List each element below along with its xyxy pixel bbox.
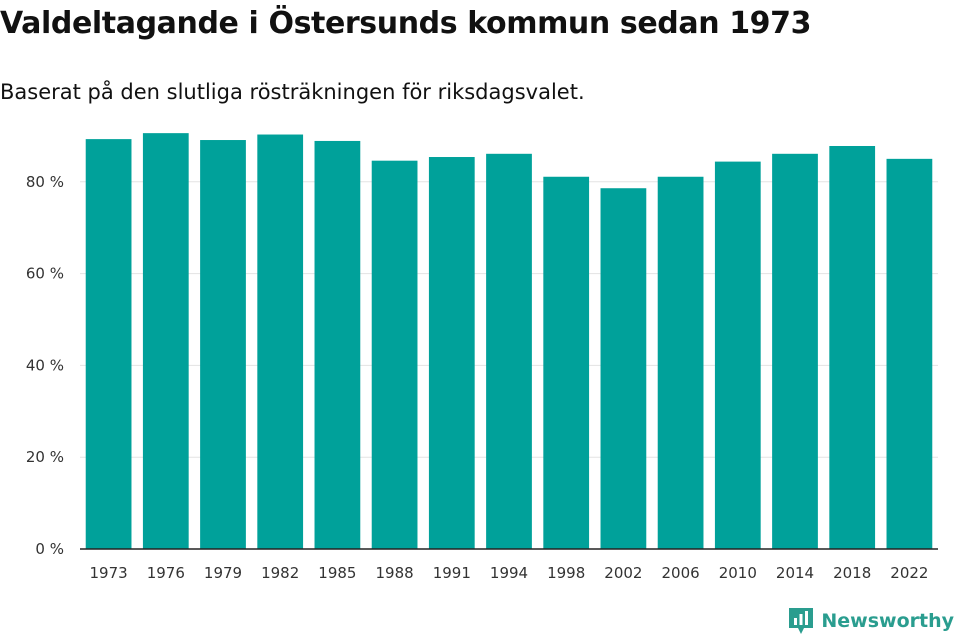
bar — [600, 188, 647, 549]
bar — [829, 145, 876, 550]
bar — [257, 134, 304, 549]
x-tick-label: 2010 — [719, 564, 757, 582]
x-tick-label: 1988 — [376, 564, 414, 582]
bar — [371, 160, 418, 549]
x-tick-label: 2002 — [604, 564, 642, 582]
bar — [85, 139, 132, 549]
y-tick-label: 40 % — [26, 356, 64, 374]
x-tick-label: 1991 — [433, 564, 471, 582]
bar — [657, 176, 704, 549]
y-tick-label: 20 % — [26, 448, 64, 466]
x-tick-label: 1976 — [147, 564, 185, 582]
y-tick-label: 80 % — [26, 173, 64, 191]
x-tick-label: 1973 — [90, 564, 128, 582]
x-tick-label: 1998 — [547, 564, 585, 582]
y-tick-label: 0 % — [35, 540, 64, 558]
y-tick-label: 60 % — [26, 265, 64, 283]
bar — [486, 153, 532, 549]
bar — [142, 133, 189, 549]
x-tick-label: 2018 — [833, 564, 871, 582]
chart-subtitle: Baserat på den slutliga rösträkningen fö… — [0, 80, 585, 104]
bar — [200, 140, 246, 549]
bar — [314, 140, 361, 549]
x-tick-label: 1982 — [261, 564, 299, 582]
brand-logo: Newsworthy — [787, 606, 954, 636]
brand-name: Newsworthy — [821, 610, 954, 632]
x-tick-label: 1994 — [490, 564, 528, 582]
axes: 0 % 20 % 40 % 60 % 80 % 1973 1976 1979 1982 1985 1… — [26, 173, 938, 582]
x-tick-label: 1979 — [204, 564, 242, 582]
bar — [428, 157, 475, 550]
newsworthy-logo-icon — [789, 608, 814, 634]
bar — [886, 158, 933, 549]
x-tick-label: 2022 — [890, 564, 928, 582]
x-tick-label: 1985 — [318, 564, 356, 582]
bars — [85, 133, 933, 550]
x-tick-label: 2014 — [776, 564, 814, 582]
bar — [714, 161, 761, 549]
bar — [543, 176, 590, 549]
bar — [772, 153, 818, 549]
x-tick-label: 2006 — [662, 564, 700, 582]
chart-title: Valdeltagande i Östersunds kommun sedan … — [0, 6, 812, 41]
